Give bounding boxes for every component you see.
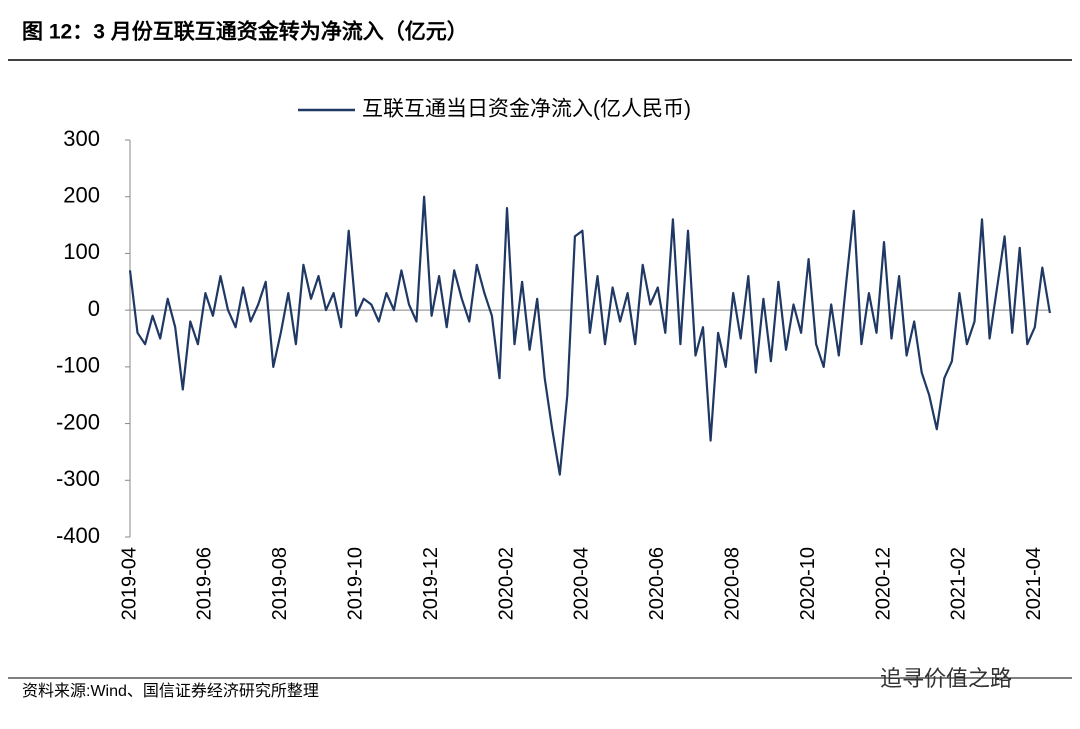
legend-label: 互联互通当日资金净流入(亿人民币) [362, 98, 691, 121]
y-tick-label: -400 [56, 523, 100, 548]
watermark: 追寻价值之路 [880, 666, 1012, 691]
x-tick-label: 2020-08 [721, 547, 743, 620]
y-tick-label: 0 [88, 296, 100, 321]
x-tick-label: 2019-08 [269, 547, 291, 620]
y-tick-label: -200 [56, 409, 100, 434]
y-tick-label: -300 [56, 466, 100, 491]
x-tick-label: 2020-02 [495, 547, 517, 620]
chart-title: 图 12：3 月份互联互通资金转为净流入（亿元） [22, 20, 468, 44]
x-tick-label: 2021-04 [1023, 547, 1045, 620]
x-tick-label: 2020-04 [571, 547, 593, 620]
x-tick-label: 2019-06 [194, 547, 216, 620]
x-tick-label: 2019-04 [118, 547, 140, 620]
x-tick-label: 2021-02 [948, 547, 970, 620]
y-tick-label: 100 [63, 239, 100, 264]
x-tick-label: 2019-12 [420, 547, 442, 620]
x-tick-label: 2020-06 [646, 547, 668, 620]
x-tick-label: 2020-12 [872, 547, 894, 620]
y-tick-label: 300 [63, 126, 100, 151]
source-note: 资料来源:Wind、国信证券经济研究所整理 [22, 682, 319, 700]
x-tick-label: 2020-10 [797, 547, 819, 620]
y-tick-label: -100 [56, 353, 100, 378]
x-tick-label: 2019-10 [344, 547, 366, 620]
data-line [128, 195, 1051, 476]
y-tick-label: 200 [63, 183, 100, 208]
